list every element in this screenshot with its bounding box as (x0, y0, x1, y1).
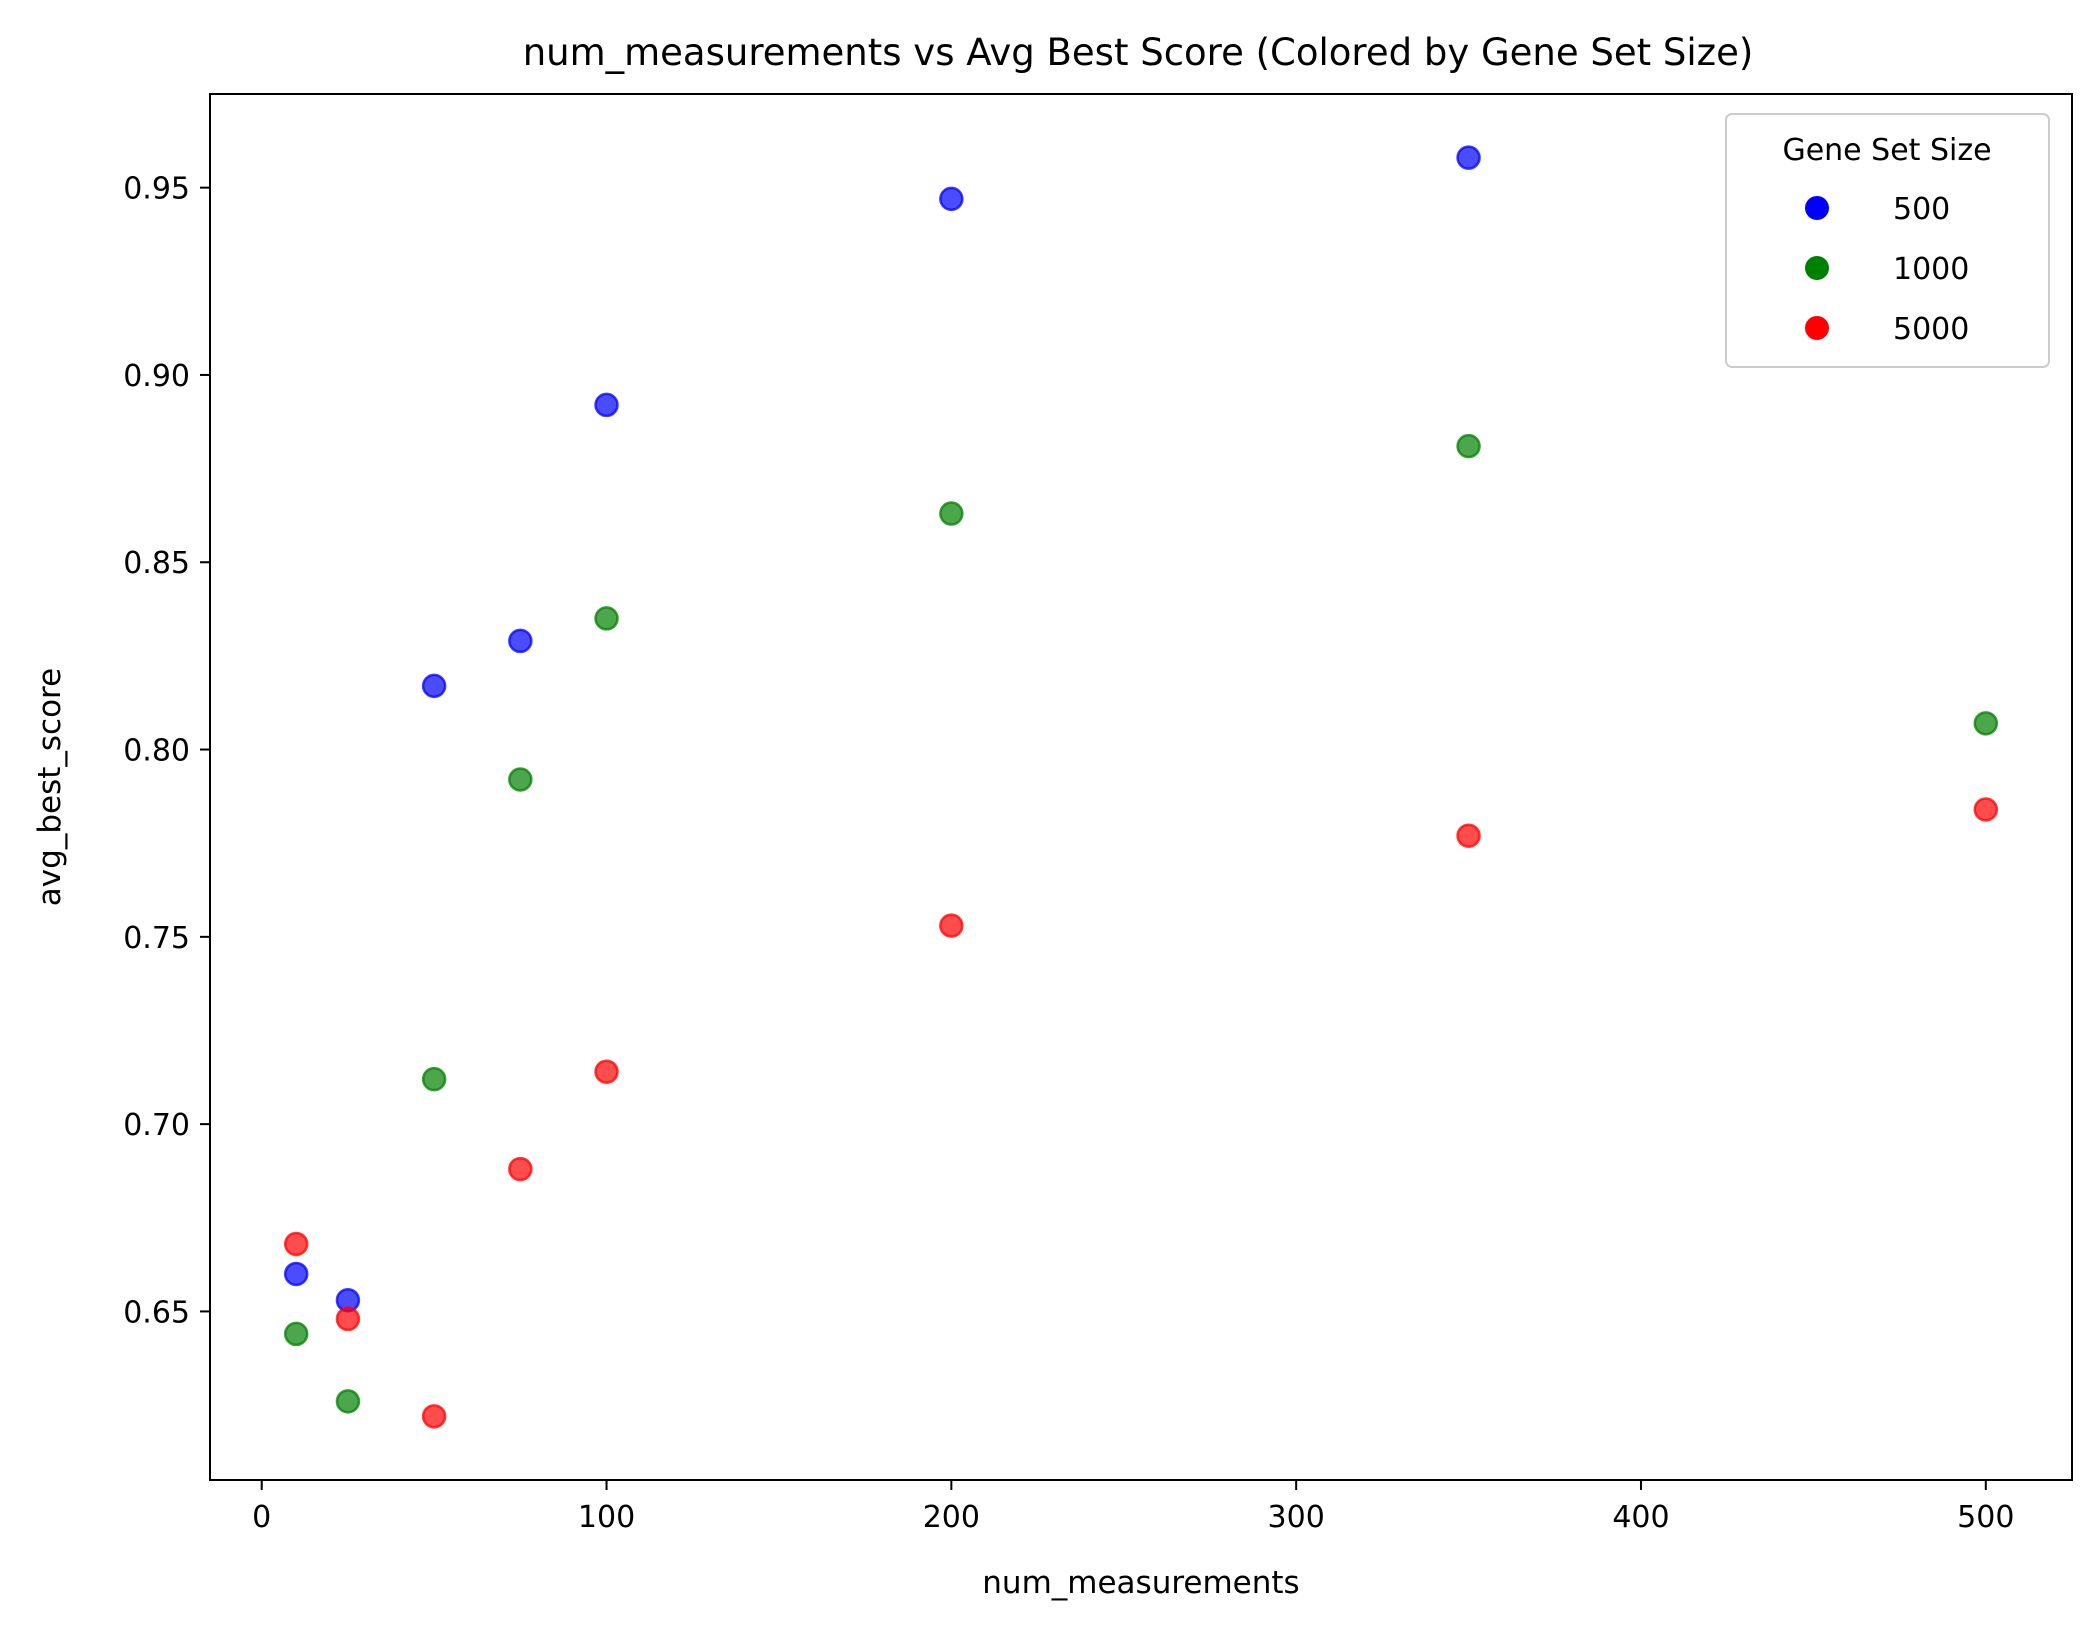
data-point (1456, 823, 1481, 848)
data-point (283, 1321, 309, 1347)
chart-title: num_measurements vs Avg Best Score (Colo… (523, 31, 1754, 74)
data-point (1973, 711, 1999, 736)
data-point (508, 1156, 533, 1182)
data-point (594, 606, 619, 631)
y-tick-label: 0.95 (123, 172, 190, 207)
legend-entry: 1000 (1805, 252, 1969, 287)
legend-entry: 500 (1805, 192, 1950, 227)
data-point (594, 392, 619, 418)
legend: Gene Set Size 500 1000 5000 (1725, 113, 2050, 368)
y-tick-label: 0.75 (123, 921, 190, 956)
plot-frame (209, 93, 2073, 1481)
legend-label: 500 (1893, 192, 1950, 227)
data-point (421, 1404, 447, 1429)
legend-marker (1805, 196, 1829, 220)
data-point (335, 1389, 361, 1414)
x-tick-label: 300 (1268, 1500, 1325, 1535)
data-point (283, 1231, 309, 1257)
data-point (335, 1306, 361, 1332)
x-tick-label: 400 (1612, 1500, 1669, 1535)
legend-title: Gene Set Size (1782, 133, 1991, 168)
series-5000 (283, 797, 1999, 1429)
x-tick-label: 200 (923, 1500, 980, 1535)
x-tick-label: 500 (1957, 1500, 2014, 1535)
legend-label: 5000 (1893, 312, 1969, 347)
legend-box (1725, 113, 2050, 368)
y-axis-label: avg_best_score (32, 668, 68, 906)
y-tick-label: 0.80 (123, 734, 190, 769)
series-1000 (283, 433, 1999, 1414)
y-axis: 0.65 0.70 0.75 0.80 0.85 0.90 0.95 (123, 172, 210, 1330)
data-point (508, 767, 533, 792)
y-tick-label: 0.70 (123, 1108, 190, 1143)
legend-marker (1805, 316, 1829, 340)
y-tick-label: 0.65 (123, 1295, 190, 1330)
data-point (939, 186, 964, 212)
series-500 (283, 145, 1481, 1313)
data-point (1456, 145, 1481, 170)
data-point (421, 673, 447, 699)
x-tick-label: 100 (578, 1500, 635, 1535)
y-tick-label: 0.90 (123, 359, 190, 394)
data-point (1973, 797, 1999, 822)
legend-entry: 5000 (1805, 312, 1969, 347)
data-point (594, 1059, 619, 1084)
data-point (508, 628, 533, 654)
legend-marker (1805, 256, 1829, 280)
y-tick-label: 0.85 (123, 546, 190, 581)
data-point (283, 1261, 309, 1287)
data-point (939, 501, 964, 526)
x-axis-label: num_measurements (982, 1565, 1299, 1601)
x-tick-label: 0 (252, 1500, 271, 1535)
data-point (1456, 433, 1481, 459)
legend-label: 1000 (1893, 252, 1969, 287)
data-point (421, 1066, 447, 1092)
data-point (939, 913, 964, 938)
x-axis: 0 100 200 300 400 500 (252, 1480, 2014, 1535)
